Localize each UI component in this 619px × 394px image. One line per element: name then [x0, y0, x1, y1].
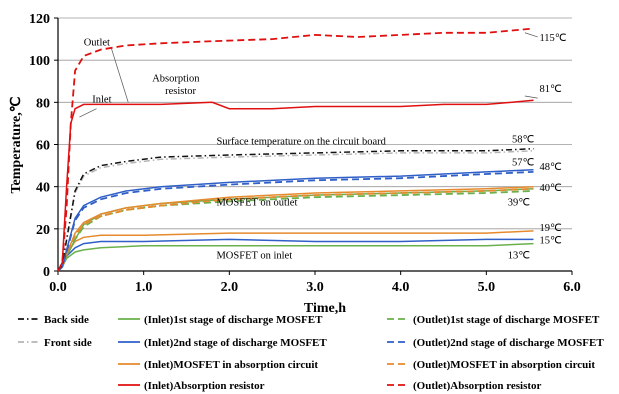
annotation-leader [79, 108, 97, 118]
legend-label: Front side [44, 337, 92, 349]
legend-label: (Inlet)MOSFET in absorption circuit [144, 359, 318, 371]
x-tick-label: 6.0 [563, 280, 581, 295]
x-tick-label: 3.0 [306, 280, 324, 295]
x-tick-label: 1.0 [135, 280, 153, 295]
legend-label: (Outlet)1st stage of discharge MOSFET [413, 314, 600, 326]
annotation-label: MOSFET on inlet [216, 250, 292, 261]
annotations: Outlet Absorption resistor Inlet Surface tem… [79, 32, 567, 261]
y-tick-label: 120 [29, 12, 50, 27]
legend-item: (Outlet)MOSFET in absorption circuit [387, 359, 595, 371]
series-line [57, 187, 534, 272]
series-line [57, 171, 534, 272]
annotation-label: Outlet [84, 37, 110, 48]
annotation-label: resistor [165, 86, 196, 97]
annotation-leader [524, 95, 538, 99]
annotation-label: 48℃ [539, 162, 562, 173]
y-tick-label: 100 [29, 54, 50, 69]
legend-label: (Outlet)MOSFET in absorption circuit [413, 359, 595, 371]
annotation-label: MOSFET on outlet [216, 198, 297, 209]
annotation-label: 39℃ [508, 198, 531, 209]
annotation-label: 81℃ [539, 84, 562, 95]
legend-label: (Inlet)1st stage of discharge MOSFET [144, 314, 323, 326]
x-tick-label: 2.0 [221, 280, 239, 295]
legend-item: (Outlet)2nd stage of discharge MOSFET [387, 337, 604, 349]
annotation-label: 19℃ [539, 223, 562, 234]
series-line [57, 230, 534, 272]
series-line [57, 185, 534, 272]
y-tick-label: 20 [36, 223, 50, 238]
y-tick-label: 40 [36, 181, 50, 196]
x-tick-label: 4.0 [392, 280, 410, 295]
annotation-label: 40℃ [539, 183, 562, 194]
series-line [57, 169, 534, 272]
x-tick-label: 0.0 [49, 280, 67, 295]
annotation-label: 15℃ [539, 236, 562, 247]
grid-lines [58, 17, 572, 230]
axes [54, 17, 573, 275]
legend-label: (Outlet)2nd stage of discharge MOSFET [413, 337, 604, 349]
annotation-label: 57℃ [512, 158, 535, 169]
y-axis-title: Temperature,℃ [9, 96, 24, 193]
tick-labels: 0.0 1.0 2.0 3.0 4.0 5.0 6.0 0 20 40 60 80 100 120 [29, 12, 581, 295]
annotation-label: 13℃ [508, 250, 531, 261]
legend-label: (Outlet)Absorption resistor [413, 380, 542, 392]
annotation-label: 58℃ [512, 134, 535, 145]
legend-item: Back side [18, 314, 89, 326]
legend-item: (Outlet)Absorption resistor [387, 380, 542, 392]
series-line [57, 27, 534, 272]
x-axis-title: Time,h [304, 301, 346, 316]
annotation-label: Surface temperature on the circuit board [216, 137, 386, 148]
legend-item: (Inlet)MOSFET in absorption circuit [118, 359, 318, 371]
y-tick-label: 80 [36, 96, 50, 111]
annotation-label: 115℃ [539, 33, 566, 44]
legend-item: (Inlet)1st stage of discharge MOSFET [118, 314, 323, 326]
annotation-leader [524, 32, 538, 38]
legend-label: (Inlet)Absorption resistor [144, 380, 265, 392]
series-lines [57, 27, 534, 272]
legend: Back side (Inlet)1st stage of discharge M… [18, 314, 604, 392]
series-line [57, 147, 534, 272]
legend-label: Back side [44, 314, 89, 326]
legend-item: (Inlet)2nd stage of discharge MOSFET [118, 337, 327, 349]
legend-item: (Inlet)Absorption resistor [118, 380, 265, 392]
annotation-leader [110, 47, 129, 103]
series-line [57, 242, 534, 272]
legend-label: (Inlet)2nd stage of discharge MOSFET [144, 337, 327, 349]
legend-item: (Outlet)1st stage of discharge MOSFET [387, 314, 600, 326]
annotation-label: Inlet [92, 94, 111, 105]
y-tick-label: 0 [43, 265, 50, 280]
annotation-label: Absorption [152, 73, 200, 84]
legend-item: Front side [18, 337, 92, 349]
y-tick-label: 60 [36, 139, 50, 154]
series-line [57, 150, 534, 272]
x-tick-label: 5.0 [478, 280, 496, 295]
series-line [57, 238, 534, 272]
